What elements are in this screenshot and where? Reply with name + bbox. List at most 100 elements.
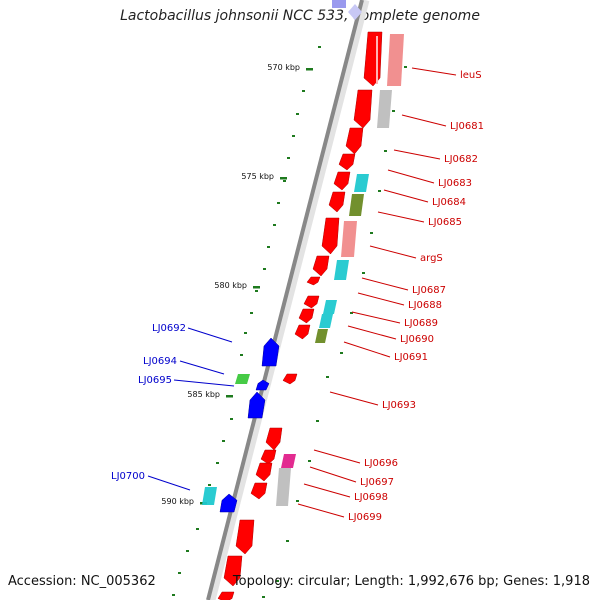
tick-dot	[222, 440, 225, 442]
gene-label-lj0690: LJ0690	[400, 334, 434, 345]
forward-gene	[353, 89, 373, 129]
label-leader-line	[377, 211, 425, 223]
tick-dot	[240, 354, 243, 356]
tick-dot	[316, 420, 319, 422]
annotation-box	[315, 329, 328, 343]
forward-gene	[363, 31, 383, 87]
tick-dot	[286, 540, 289, 542]
forward-gene	[250, 482, 268, 500]
label-leader-line	[347, 325, 397, 340]
label-leader-line	[411, 67, 457, 76]
annotation-box	[281, 454, 296, 468]
scale-tick-mark	[306, 68, 313, 71]
tick-dot	[178, 572, 181, 574]
gene-label-args: argS	[420, 253, 443, 264]
tick-dot	[296, 500, 299, 502]
accession-text: Accession: NC_005362	[8, 574, 156, 589]
forward-gene	[306, 276, 321, 286]
gene-label-lj0691: LJ0691	[394, 352, 428, 363]
gene-label-lj0700: LJ0700	[111, 471, 145, 482]
tick-dot	[350, 312, 353, 314]
annotation-box	[341, 221, 357, 257]
tick-dot	[283, 180, 286, 182]
tick-dot	[287, 157, 290, 159]
tick-dot	[263, 268, 266, 270]
tick-dot	[404, 66, 407, 68]
label-leader-line	[351, 311, 401, 324]
gene-partial-top-2	[348, 4, 362, 20]
label-leader-line	[303, 483, 351, 498]
scale-tick-mark	[226, 395, 233, 398]
tick-dot	[340, 352, 343, 354]
tick-dot	[296, 113, 299, 115]
label-leader-line	[393, 149, 441, 160]
scale-tick-label: 590 kbp	[161, 497, 194, 506]
gene-label-lj0683: LJ0683	[438, 178, 472, 189]
tick-dot	[277, 202, 280, 204]
scale-tick-label: 575 kbp	[241, 172, 274, 181]
gene-label-lj0682: LJ0682	[444, 154, 478, 165]
forward-gene	[260, 449, 277, 465]
tick-dot	[308, 460, 311, 462]
tick-dot	[255, 290, 258, 292]
tick-dot	[250, 312, 253, 314]
forward-gene	[294, 324, 311, 340]
tick-dot	[392, 110, 395, 112]
reverse-gene	[261, 337, 280, 367]
annotation-box	[354, 174, 369, 192]
tick-dot	[196, 528, 199, 530]
label-leader-line	[147, 475, 191, 491]
annotation-box	[334, 260, 349, 280]
label-leader-line	[187, 327, 233, 343]
label-leader-line	[173, 379, 235, 387]
tick-dot	[302, 90, 305, 92]
forward-gene	[282, 373, 298, 385]
gene-label-lj0698: LJ0698	[354, 492, 388, 503]
annotation-box	[377, 90, 392, 128]
tick-dot	[216, 462, 219, 464]
forward-gene	[333, 171, 351, 191]
gene-partial-top	[332, 0, 346, 8]
gene-label-lj0688: LJ0688	[408, 300, 442, 311]
annotation-box	[323, 300, 337, 314]
scale-tick-label: 580 kbp	[214, 281, 247, 290]
tick-dot	[244, 332, 247, 334]
tick-dot	[362, 272, 365, 274]
label-leader-line	[313, 449, 361, 464]
map-title: Lactobacillus johnsonii NCC 533, complet…	[120, 8, 480, 24]
gene-label-lj0684: LJ0684	[432, 197, 466, 208]
scale-tick-mark	[280, 177, 287, 180]
label-leader-line	[357, 292, 405, 306]
scale-tick-label: 585 kbp	[187, 390, 220, 399]
gene-label-lj0695: LJ0695	[138, 375, 172, 386]
gene-label-lj0689: LJ0689	[404, 318, 438, 329]
tick-dot	[186, 550, 189, 552]
gene-label-lj0699: LJ0699	[348, 512, 382, 523]
tick-dot	[370, 232, 373, 234]
forward-gene	[298, 308, 315, 324]
tick-dot	[208, 484, 211, 486]
gene-label-leus: leuS	[460, 70, 482, 81]
gene-label-lj0694: LJ0694	[143, 356, 177, 367]
gene-label-lj0687: LJ0687	[412, 285, 446, 296]
tick-dot	[262, 596, 265, 598]
gene-label-lj0697: LJ0697	[360, 477, 394, 488]
tick-dot	[172, 594, 175, 596]
tick-dot	[292, 135, 295, 137]
tick-dot	[378, 190, 381, 192]
gene-label-lj0696: LJ0696	[364, 458, 398, 469]
annotation-box	[349, 194, 364, 216]
gene-label-lj0692: LJ0692	[152, 323, 186, 334]
label-leader-line	[309, 466, 357, 483]
annotation-box	[276, 468, 291, 506]
label-leader-line	[329, 391, 379, 406]
tick-dot	[273, 224, 276, 226]
tick-dot	[326, 376, 329, 378]
forward-gene	[223, 555, 243, 587]
label-leader-line	[383, 189, 429, 203]
forward-gene	[265, 427, 283, 451]
forward-gene	[235, 519, 255, 555]
forward-gene	[303, 295, 320, 309]
tick-dot	[318, 46, 321, 48]
reverse-gene	[219, 493, 238, 513]
